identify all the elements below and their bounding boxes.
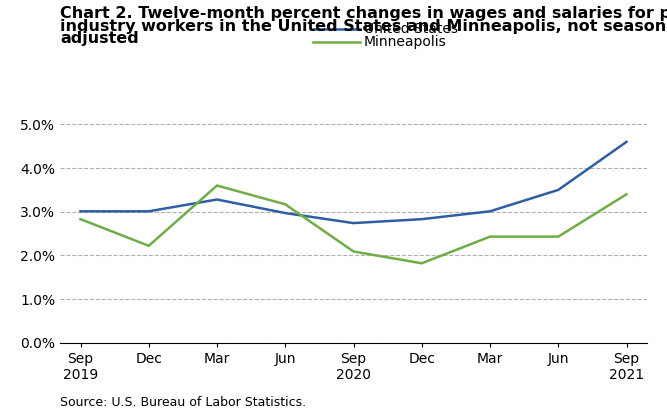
United States — [486, 209, 494, 214]
Text: United States: United States — [364, 22, 458, 36]
United States — [77, 209, 85, 214]
Text: industry workers in the United States and Minneapolis, not seasonally: industry workers in the United States an… — [60, 19, 667, 33]
Minneapolis — [554, 234, 562, 239]
Minneapolis — [281, 202, 289, 207]
Line: United States: United States — [81, 142, 626, 223]
United States — [145, 209, 153, 214]
United States — [418, 217, 426, 222]
United States — [281, 211, 289, 216]
United States — [622, 139, 630, 144]
Text: Chart 2. Twelve-month percent changes in wages and salaries for private: Chart 2. Twelve-month percent changes in… — [60, 6, 667, 21]
United States — [350, 221, 358, 225]
Minneapolis — [418, 261, 426, 266]
Minneapolis — [213, 183, 221, 188]
Text: adjusted: adjusted — [60, 31, 139, 46]
Minneapolis — [145, 243, 153, 248]
Text: Source: U.S. Bureau of Labor Statistics.: Source: U.S. Bureau of Labor Statistics. — [60, 396, 306, 409]
Text: Minneapolis: Minneapolis — [364, 35, 446, 49]
United States — [554, 188, 562, 192]
Line: Minneapolis: Minneapolis — [81, 185, 626, 263]
Minneapolis — [486, 234, 494, 239]
Minneapolis — [350, 249, 358, 254]
United States — [213, 197, 221, 202]
Minneapolis — [77, 217, 85, 222]
Minneapolis — [622, 192, 630, 197]
